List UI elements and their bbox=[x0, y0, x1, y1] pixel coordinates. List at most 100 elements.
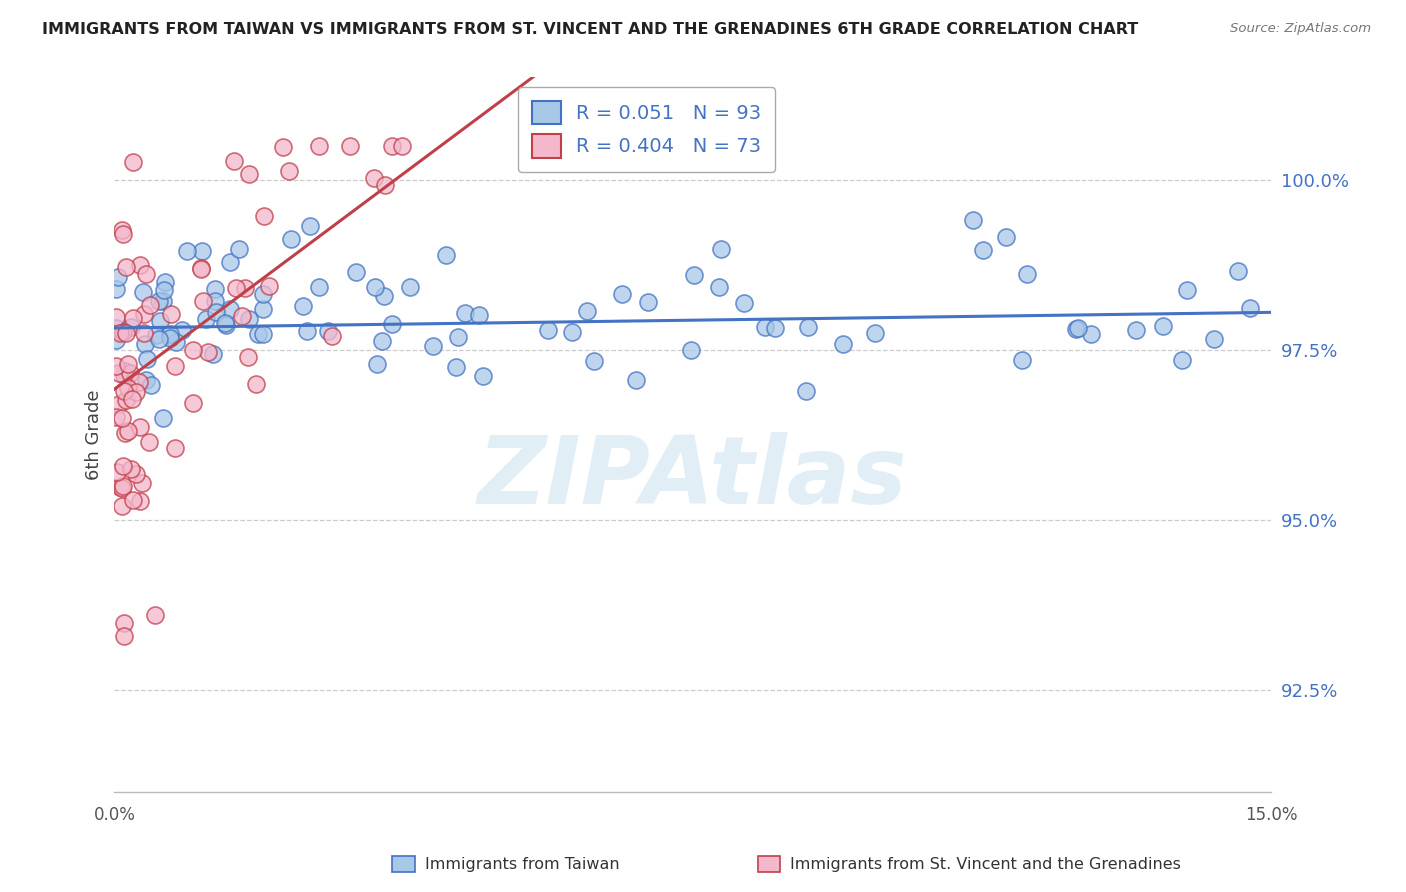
Point bbox=[1227, 263, 1250, 277]
Point bbox=[995, 230, 1018, 244]
Point bbox=[159, 327, 181, 342]
Text: Immigrants from Taiwan: Immigrants from Taiwan bbox=[425, 857, 619, 871]
Point bbox=[308, 138, 330, 153]
Point bbox=[454, 306, 477, 320]
Point bbox=[121, 492, 143, 507]
Point bbox=[110, 326, 132, 340]
Legend: R = 0.051   N = 93, R = 0.404   N = 73: R = 0.051 N = 93, R = 0.404 N = 73 bbox=[517, 87, 775, 171]
Point bbox=[215, 318, 238, 333]
Point bbox=[163, 441, 186, 455]
Point bbox=[125, 467, 148, 481]
Point bbox=[1017, 267, 1039, 281]
Text: Immigrants from St. Vincent and the Grenadines: Immigrants from St. Vincent and the Gren… bbox=[790, 857, 1181, 871]
Point bbox=[683, 268, 706, 282]
Point bbox=[962, 213, 984, 227]
Point bbox=[561, 325, 583, 339]
Point bbox=[121, 392, 143, 406]
Point bbox=[391, 138, 413, 153]
Point bbox=[228, 243, 250, 257]
Point bbox=[190, 260, 212, 275]
Point bbox=[143, 607, 166, 622]
Point bbox=[117, 424, 139, 438]
Point bbox=[105, 359, 128, 373]
Point bbox=[1171, 353, 1194, 368]
Point bbox=[308, 280, 330, 294]
Y-axis label: 6th Grade: 6th Grade bbox=[86, 390, 103, 480]
Point bbox=[233, 280, 256, 294]
Point bbox=[105, 466, 128, 480]
Point bbox=[398, 280, 420, 294]
Point bbox=[117, 357, 139, 371]
Point bbox=[117, 381, 139, 395]
Point bbox=[381, 138, 404, 153]
Point bbox=[115, 260, 138, 275]
Point bbox=[679, 343, 702, 358]
Point bbox=[763, 320, 786, 334]
Point bbox=[447, 329, 470, 343]
Point bbox=[195, 311, 218, 326]
Point bbox=[238, 311, 260, 326]
Point bbox=[152, 410, 174, 425]
Point bbox=[108, 397, 131, 411]
Point bbox=[972, 243, 994, 257]
Point bbox=[754, 320, 776, 334]
Point bbox=[1067, 320, 1090, 334]
Point bbox=[373, 289, 395, 303]
Point bbox=[148, 332, 170, 346]
Point bbox=[131, 475, 153, 490]
Text: Source: ZipAtlas.com: Source: ZipAtlas.com bbox=[1230, 22, 1371, 36]
Point bbox=[104, 409, 127, 424]
Point bbox=[794, 384, 817, 398]
Point bbox=[111, 481, 134, 495]
Point bbox=[124, 385, 146, 400]
Point bbox=[132, 285, 155, 299]
Point bbox=[1066, 322, 1088, 336]
Point bbox=[575, 304, 598, 318]
Point bbox=[107, 270, 129, 285]
Point bbox=[149, 314, 172, 328]
Point bbox=[218, 301, 240, 316]
Point bbox=[112, 368, 135, 382]
Point bbox=[252, 287, 274, 301]
Point bbox=[176, 244, 198, 258]
Point bbox=[537, 323, 560, 337]
Text: ZIPAtlas: ZIPAtlas bbox=[478, 432, 908, 524]
Point bbox=[298, 219, 321, 233]
Point bbox=[104, 310, 127, 324]
Point bbox=[366, 357, 388, 371]
Point bbox=[135, 267, 157, 281]
Point bbox=[108, 366, 131, 380]
Point bbox=[246, 326, 269, 341]
Point bbox=[191, 244, 214, 259]
Point bbox=[202, 347, 225, 361]
Point bbox=[190, 261, 212, 276]
Point bbox=[381, 318, 404, 332]
Point bbox=[252, 302, 274, 317]
Point bbox=[318, 325, 340, 339]
Point bbox=[278, 164, 301, 178]
Point bbox=[111, 326, 134, 340]
Point bbox=[1239, 301, 1261, 316]
Point bbox=[1153, 318, 1175, 333]
Point bbox=[245, 377, 267, 392]
Point bbox=[321, 328, 343, 343]
Point bbox=[115, 392, 138, 407]
Point bbox=[110, 480, 132, 494]
Point bbox=[1175, 283, 1198, 297]
Point bbox=[105, 282, 128, 296]
Point bbox=[122, 311, 145, 326]
Point bbox=[238, 168, 260, 182]
Point bbox=[280, 232, 302, 246]
Point bbox=[134, 337, 156, 351]
Point bbox=[111, 223, 134, 237]
Point bbox=[115, 326, 138, 340]
Point bbox=[374, 178, 396, 192]
Point bbox=[193, 293, 215, 308]
Point bbox=[120, 462, 142, 476]
Point bbox=[153, 275, 176, 289]
Point bbox=[204, 282, 226, 296]
Point bbox=[204, 293, 226, 308]
Point bbox=[197, 345, 219, 359]
Point bbox=[231, 309, 253, 323]
Point bbox=[831, 336, 853, 351]
